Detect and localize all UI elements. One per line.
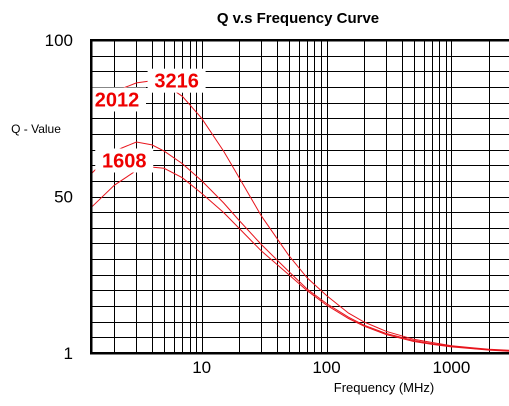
series-label-background	[88, 87, 147, 112]
y-tick-label: 50	[54, 188, 73, 207]
curve-2012	[90, 141, 509, 352]
series-label-text: 1608	[102, 151, 147, 173]
curve-1608	[90, 166, 509, 352]
series-label-background	[95, 148, 154, 173]
series-label-2012: 2012	[88, 87, 147, 112]
series-labels: 3216 2012 1608	[88, 68, 206, 173]
series-label-text: 3216	[154, 71, 199, 93]
x-tick-label: 1000	[433, 358, 471, 377]
x-tick-label: 10	[192, 358, 211, 377]
y-axis-label: Q - Value	[11, 122, 61, 136]
x-tick-label: 100	[312, 358, 340, 377]
series-label-1608: 1608	[95, 148, 154, 173]
series-label-3216: 3216	[147, 68, 206, 93]
x-axis-label: Frequency (MHz)	[334, 380, 434, 395]
series-label-background	[147, 68, 206, 93]
chart-title: Q v.s Frequency Curve	[217, 10, 379, 27]
y-tick-labels: 1 50 100	[45, 31, 73, 363]
series-label-text: 2012	[95, 89, 140, 111]
plot-frame	[89, 38, 509, 355]
y-tick-label: 100	[45, 31, 73, 50]
x-tick-labels: 10 100 1000	[192, 358, 470, 377]
y-tick-label: 1	[64, 344, 73, 363]
